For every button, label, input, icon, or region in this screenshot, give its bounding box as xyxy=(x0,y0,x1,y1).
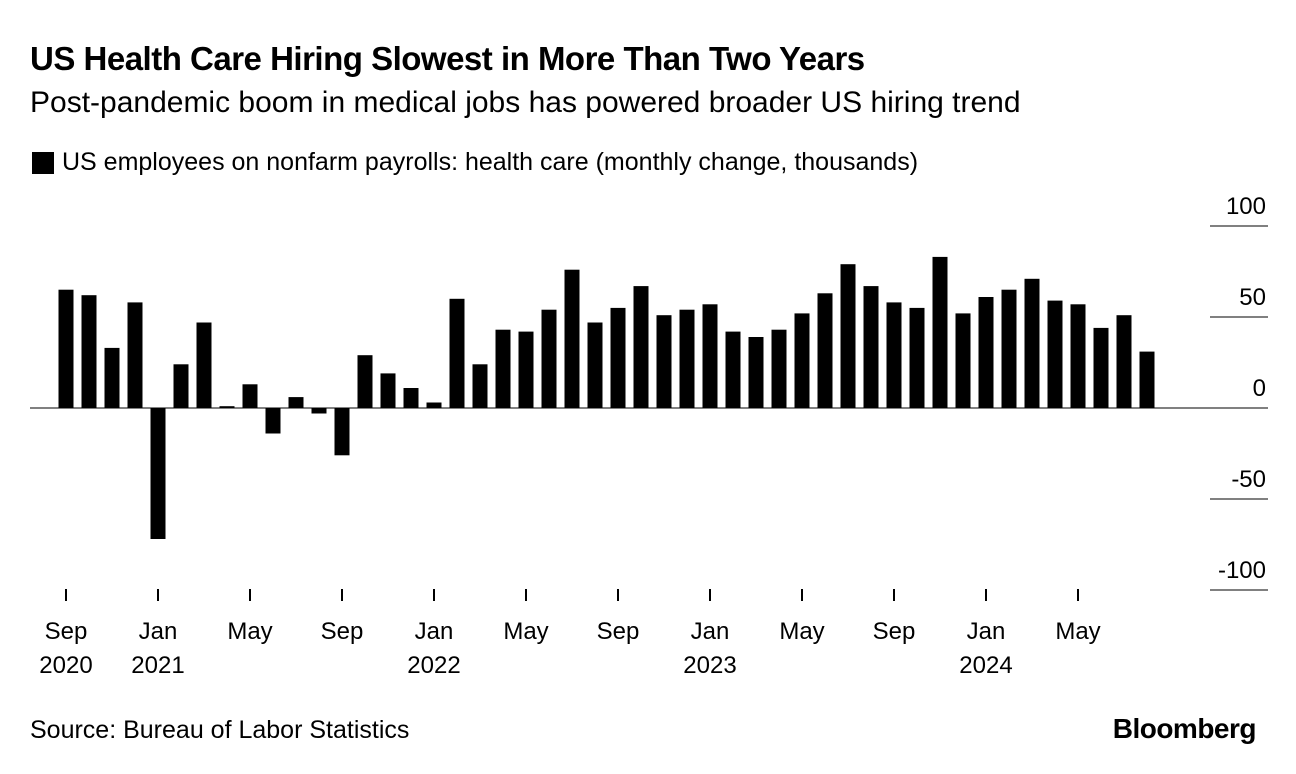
x-tick-year-label: 2020 xyxy=(39,652,92,679)
source-note: Source: Bureau of Labor Statistics xyxy=(30,716,410,744)
bar xyxy=(1001,289,1017,408)
bar xyxy=(656,315,672,408)
x-tick-label: Sep xyxy=(321,618,364,645)
bar xyxy=(725,331,741,408)
x-tick-year-label: 2022 xyxy=(407,652,460,679)
bar xyxy=(794,313,810,408)
x-tick-year-label: 2023 xyxy=(683,652,736,679)
y-tick-label: -100 xyxy=(1218,557,1266,584)
bar xyxy=(1116,315,1132,408)
bar xyxy=(863,286,879,408)
bar xyxy=(1139,351,1155,408)
bar xyxy=(81,295,97,408)
bar xyxy=(955,313,971,408)
y-tick-label: 50 xyxy=(1239,284,1266,311)
bar xyxy=(357,355,373,408)
bar xyxy=(334,408,350,456)
bar xyxy=(219,406,235,408)
y-tick-label: -50 xyxy=(1231,466,1266,493)
x-tick-label: May xyxy=(779,618,824,645)
bar xyxy=(541,309,557,408)
bar xyxy=(564,269,580,408)
bar xyxy=(771,329,787,408)
bar xyxy=(426,402,442,408)
bar xyxy=(978,297,994,408)
bar xyxy=(127,302,143,408)
bar xyxy=(679,309,695,408)
bar xyxy=(587,322,603,408)
bar xyxy=(909,307,925,408)
bar xyxy=(242,384,258,408)
bar xyxy=(1047,300,1063,408)
bar xyxy=(1024,278,1040,408)
x-tick-label: May xyxy=(503,618,548,645)
bar xyxy=(840,264,856,408)
bar xyxy=(1093,327,1109,408)
y-tick-label: 100 xyxy=(1226,193,1266,220)
bar xyxy=(288,397,304,408)
bar xyxy=(748,337,764,408)
x-tick-label: Sep xyxy=(45,618,88,645)
bar xyxy=(633,286,649,408)
bar xyxy=(196,322,212,408)
bar xyxy=(518,331,534,408)
bar xyxy=(104,347,120,408)
bar xyxy=(58,289,74,408)
bar xyxy=(403,388,419,408)
legend-swatch xyxy=(32,151,54,174)
bar xyxy=(150,408,166,539)
brand-logo: Bloomberg xyxy=(1112,713,1257,744)
x-tick-year-label: 2024 xyxy=(959,652,1012,679)
chart-subtitle: Post-pandemic boom in medical jobs has p… xyxy=(30,86,1021,119)
y-tick-label: 0 xyxy=(1253,375,1266,402)
bar xyxy=(886,302,902,408)
bar xyxy=(932,256,948,408)
x-tick-label: May xyxy=(227,618,272,645)
x-tick-label: Jan xyxy=(415,618,454,645)
legend-label: US employees on nonfarm payrolls: health… xyxy=(62,148,919,176)
bar xyxy=(702,304,718,408)
bar xyxy=(610,307,626,408)
bar xyxy=(173,364,189,408)
x-tick-label: Jan xyxy=(967,618,1006,645)
legend: US employees on nonfarm payrolls: health… xyxy=(32,148,918,177)
x-tick-label: Sep xyxy=(873,618,916,645)
bar xyxy=(472,364,488,408)
bar xyxy=(1070,304,1086,408)
bar xyxy=(265,408,281,434)
bar xyxy=(311,408,327,414)
bar xyxy=(817,293,833,408)
x-tick-label: Jan xyxy=(139,618,178,645)
x-tick-label: May xyxy=(1055,618,1100,645)
x-tick-label: Sep xyxy=(597,618,640,645)
bar xyxy=(449,298,465,408)
chart-title: US Health Care Hiring Slowest in More Th… xyxy=(30,40,865,77)
x-tick-label: Jan xyxy=(691,618,730,645)
bar xyxy=(495,329,511,408)
bar xyxy=(380,373,396,408)
x-tick-year-label: 2021 xyxy=(131,652,184,679)
